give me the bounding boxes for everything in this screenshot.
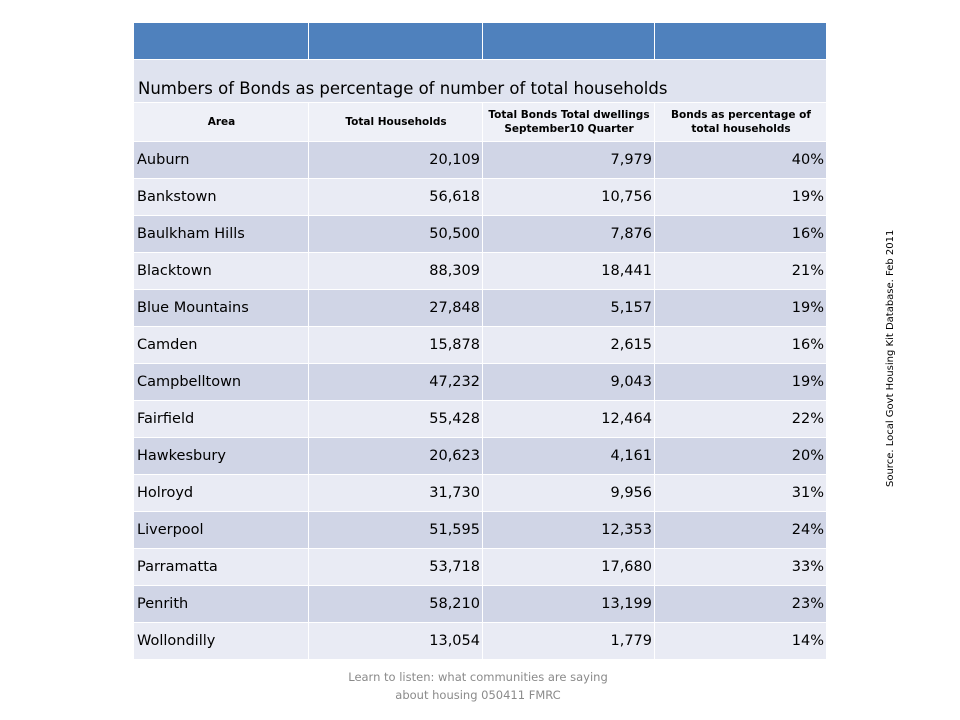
percentage-cell: 14% [654,622,827,660]
area-cell: Baulkham Hills [133,215,309,253]
area-cell: Camden [133,326,309,364]
bonds-cell: 2,615 [482,326,655,364]
households-cell: 51,595 [308,511,483,549]
percentage-cell: 19% [654,178,827,216]
table-title: Numbers of Bonds as percentage of number… [133,59,827,103]
percentage-cell: 40% [654,141,827,179]
bonds-cell: 9,043 [482,363,655,401]
bonds-cell: 12,464 [482,400,655,438]
percentage-cell: 24% [654,511,827,549]
table-row: Parramatta 53,718 17,680 33% [133,548,827,586]
bonds-cell: 4,161 [482,437,655,475]
bonds-cell: 17,680 [482,548,655,586]
table-row: Fairfield 55,428 12,464 22% [133,400,827,438]
table-top-header-bar [133,22,827,60]
households-cell: 47,232 [308,363,483,401]
column-header-total-households: Total Households [308,102,483,142]
households-cell: 27,848 [308,289,483,327]
households-cell: 88,309 [308,252,483,290]
households-cell: 20,109 [308,141,483,179]
header-cell-blank [654,22,827,60]
table-row: Penrith 58,210 13,199 23% [133,585,827,623]
area-cell: Wollondilly [133,622,309,660]
header-cell-blank [308,22,483,60]
area-cell: Bankstown [133,178,309,216]
area-cell: Blue Mountains [133,289,309,327]
table-row: Blue Mountains 27,848 5,157 19% [133,289,827,327]
percentage-cell: 22% [654,400,827,438]
table-row: Holroyd 31,730 9,956 31% [133,474,827,512]
households-cell: 53,718 [308,548,483,586]
source-note: Source. Local Govt Housing Kit Database.… [885,229,896,487]
percentage-cell: 16% [654,215,827,253]
area-cell: Holroyd [133,474,309,512]
bonds-cell: 13,199 [482,585,655,623]
bonds-cell: 7,979 [482,141,655,179]
percentage-cell: 19% [654,363,827,401]
households-cell: 13,054 [308,622,483,660]
table-row: Blacktown 88,309 18,441 21% [133,252,827,290]
area-cell: Blacktown [133,252,309,290]
column-header-area: Area [133,102,309,142]
area-cell: Fairfield [133,400,309,438]
percentage-cell: 23% [654,585,827,623]
bonds-cell: 5,157 [482,289,655,327]
percentage-cell: 21% [654,252,827,290]
percentage-cell: 19% [654,289,827,327]
households-cell: 50,500 [308,215,483,253]
percentage-cell: 31% [654,474,827,512]
column-header-total-bonds: Total Bonds Total dwellings September10 … [482,102,655,142]
area-cell: Auburn [133,141,309,179]
area-cell: Parramatta [133,548,309,586]
table-row: Wollondilly 13,054 1,779 14% [133,622,827,660]
table-row: Bankstown 56,618 10,756 19% [133,178,827,216]
households-cell: 31,730 [308,474,483,512]
column-header-row: Area Total Households Total Bonds Total … [133,102,827,142]
area-cell: Campbelltown [133,363,309,401]
households-cell: 20,623 [308,437,483,475]
bonds-cell: 1,779 [482,622,655,660]
area-cell: Hawkesbury [133,437,309,475]
households-cell: 15,878 [308,326,483,364]
table-row: Baulkham Hills 50,500 7,876 16% [133,215,827,253]
bonds-cell: 10,756 [482,178,655,216]
percentage-cell: 33% [654,548,827,586]
bonds-cell: 12,353 [482,511,655,549]
bonds-cell: 7,876 [482,215,655,253]
column-header-bonds-percentage: Bonds as percentage of total households [654,102,827,142]
area-cell: Liverpool [133,511,309,549]
percentage-cell: 16% [654,326,827,364]
households-cell: 55,428 [308,400,483,438]
area-cell: Penrith [133,585,309,623]
table-row: Hawkesbury 20,623 4,161 20% [133,437,827,475]
table-title-row: Numbers of Bonds as percentage of number… [133,59,827,103]
households-cell: 56,618 [308,178,483,216]
table-row: Auburn 20,109 7,979 40% [133,141,827,179]
households-cell: 58,210 [308,585,483,623]
percentage-cell: 20% [654,437,827,475]
header-cell-blank [482,22,655,60]
footer-text: Learn to listen: what communities are sa… [348,670,608,702]
bonds-cell: 18,441 [482,252,655,290]
table-row: Campbelltown 47,232 9,043 19% [133,363,827,401]
table-row: Camden 15,878 2,615 16% [133,326,827,364]
bonds-table: Numbers of Bonds as percentage of number… [133,22,827,660]
bonds-cell: 9,956 [482,474,655,512]
table-row: Liverpool 51,595 12,353 24% [133,511,827,549]
header-cell-blank [133,22,309,60]
